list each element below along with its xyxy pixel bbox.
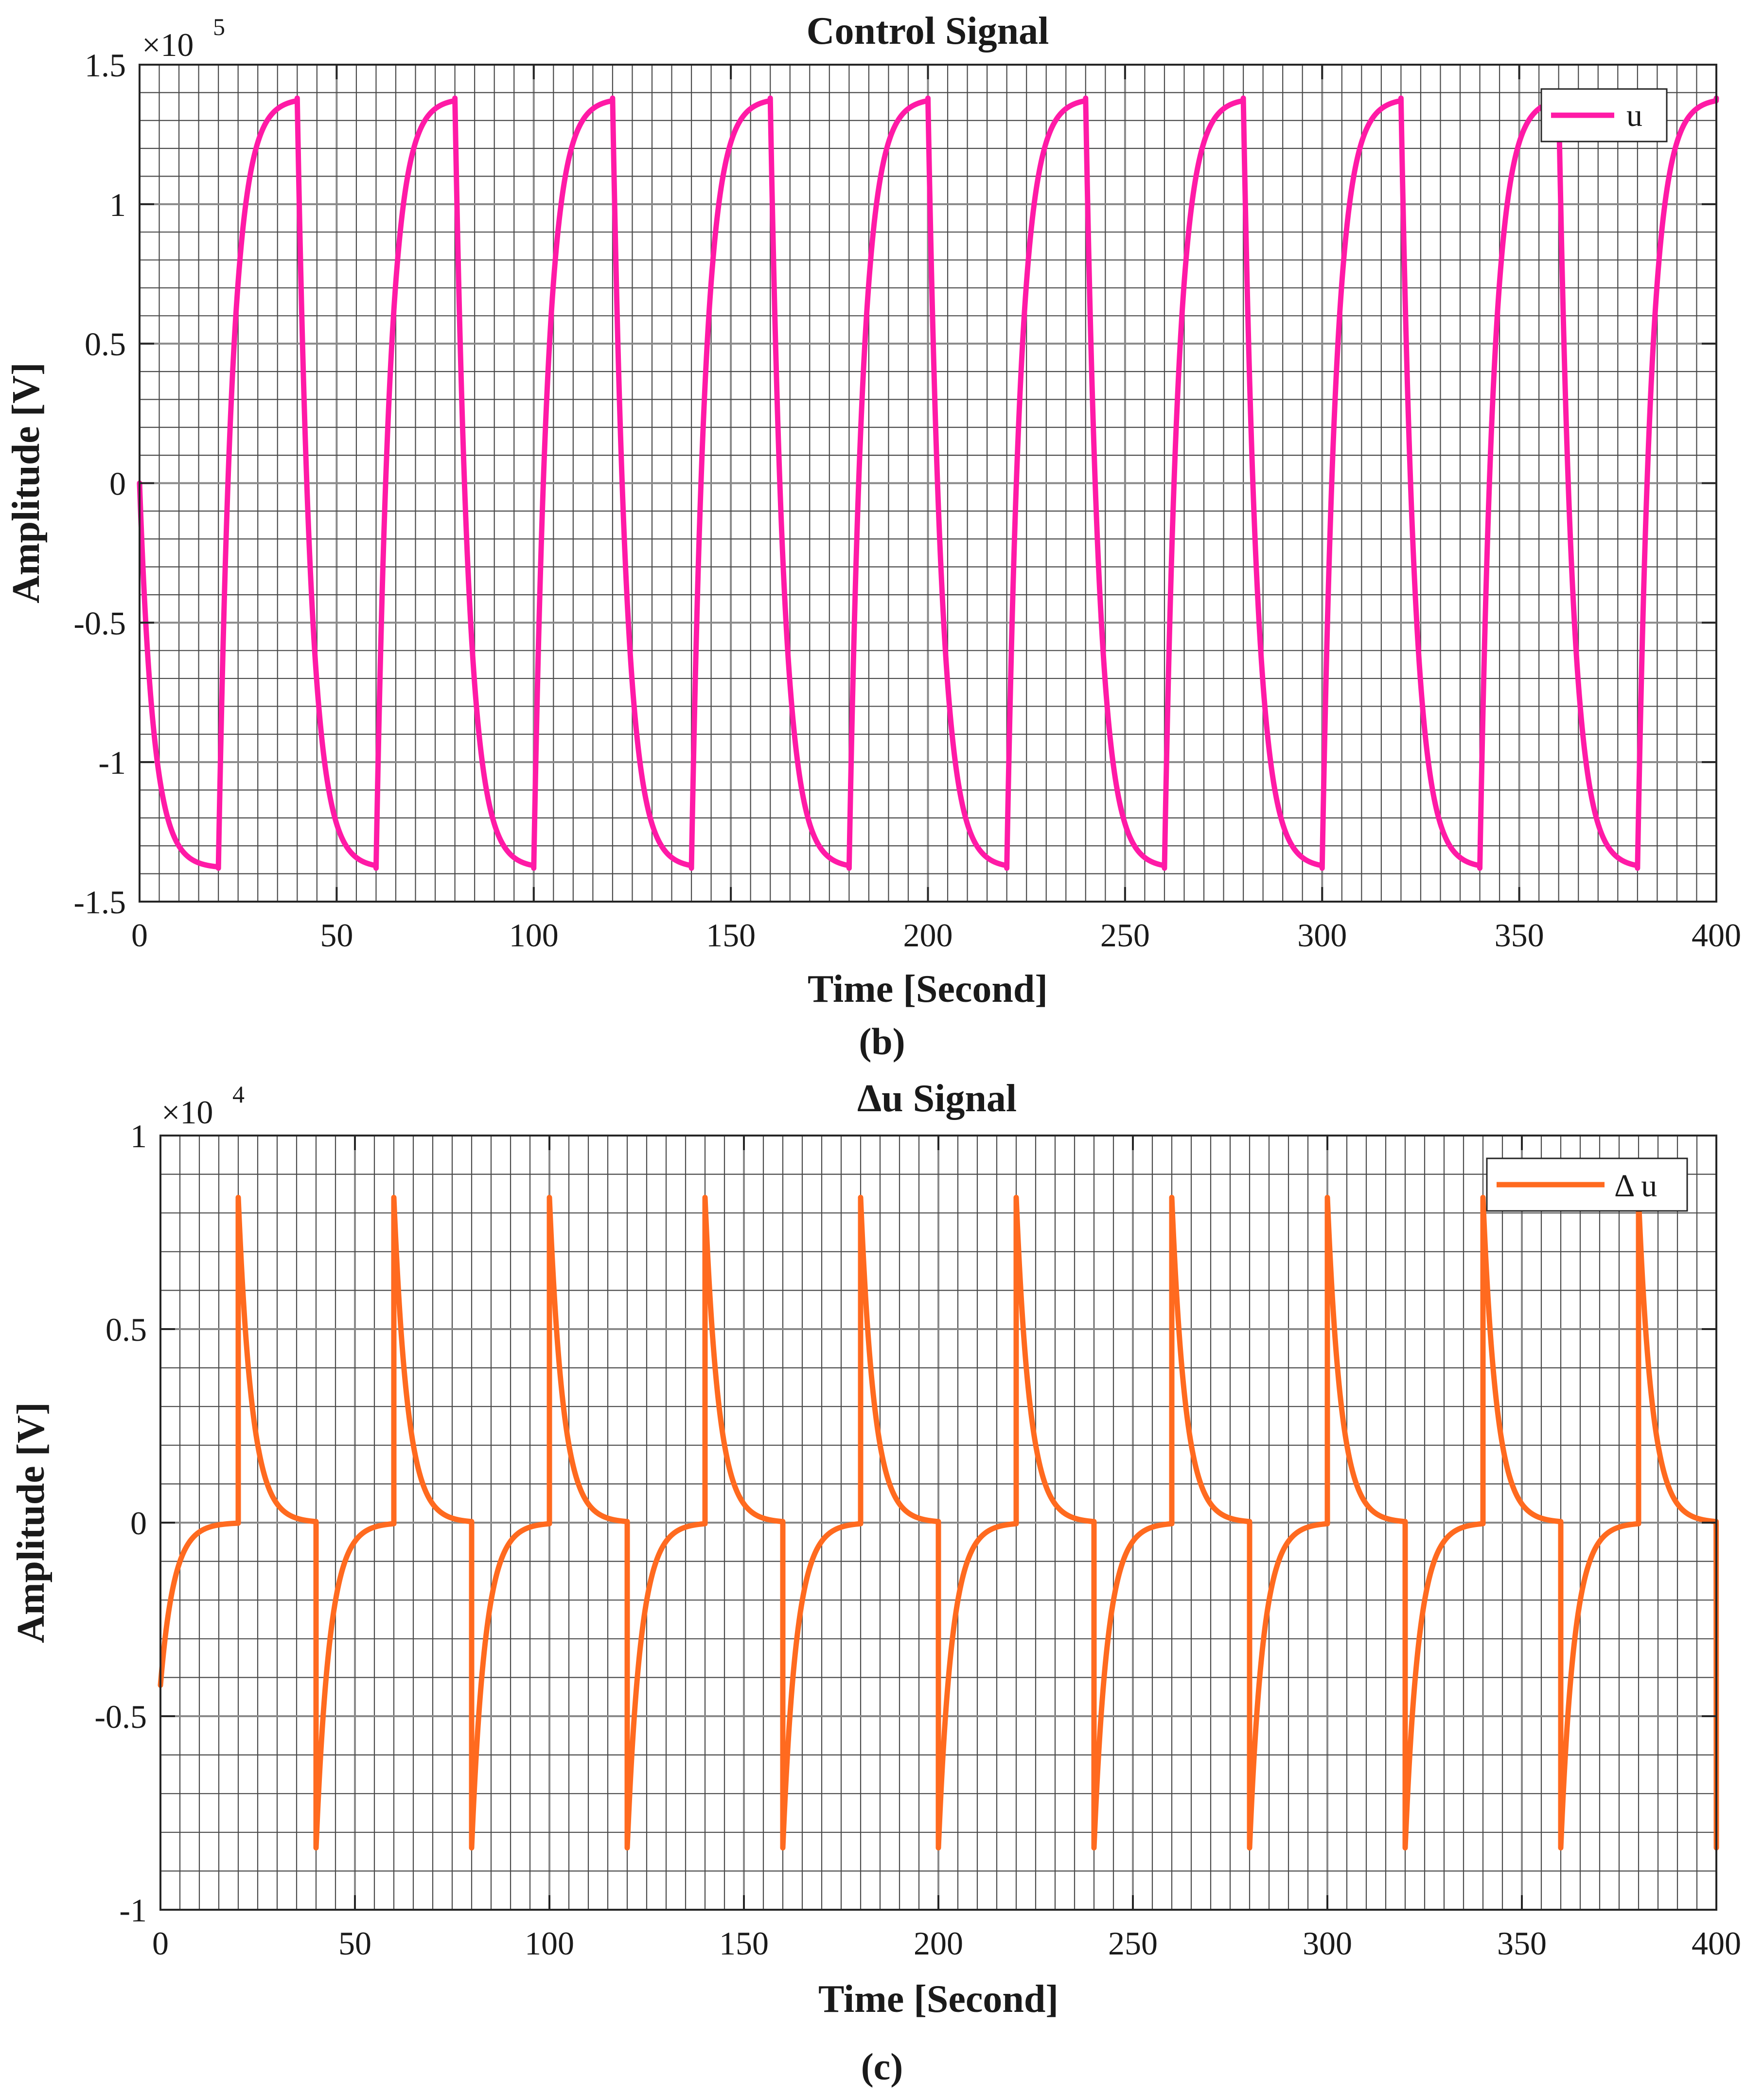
x-tick-label: 50: [320, 917, 353, 954]
y-tick-label: -0.5: [94, 1698, 147, 1735]
y-tick-label: 0.5: [106, 1311, 147, 1348]
tick-marks: [139, 64, 1717, 903]
x-tick-label: 50: [338, 1925, 371, 1962]
y-tick-label: 1: [109, 186, 126, 223]
x-tick-label: 400: [1692, 1925, 1741, 1962]
x-axis-label: Time [Second]: [818, 1978, 1058, 2021]
x-tick-label: 200: [914, 1925, 963, 1962]
y-tick-label: -0.5: [73, 604, 126, 641]
y-tick-labels: -1 -0.5 0 0.5 1: [94, 1118, 147, 1929]
legend: Δ u: [1486, 1157, 1688, 1212]
y-tick-label: 0: [109, 465, 126, 502]
panel-label: (b): [859, 1020, 905, 1063]
y-tick-label: -1.5: [73, 884, 126, 921]
y-tick-labels: -1.5 -1 -0.5 0 0.5 1 1.5: [73, 47, 126, 921]
series-delta-u-line: [158, 1194, 1719, 1851]
exponent-power: 4: [232, 1081, 245, 1108]
exponent-label: ×10 4: [161, 1081, 245, 1131]
y-tick-label: 0.5: [85, 326, 126, 363]
series-line: [158, 1194, 1719, 1851]
legend: u: [1540, 88, 1668, 142]
tick-marks: [159, 1135, 1717, 1911]
x-tick-label: 250: [1100, 917, 1150, 954]
y-axis-label: Amplitude [V]: [5, 362, 48, 604]
y-tick-label: -1: [119, 1892, 147, 1929]
x-tick-label: 350: [1497, 1925, 1547, 1962]
x-tick-label: 0: [152, 1925, 169, 1962]
delta-u-signal-chart: Δu Signal ×10 4 0 50 100 150 200 250 300 350 400…: [10, 1077, 1741, 2088]
exponent-base: ×10: [161, 1094, 213, 1131]
y-tick-label: 1.5: [85, 47, 126, 84]
chart-title: Control Signal: [807, 10, 1049, 53]
x-tick-label: 250: [1108, 1925, 1158, 1962]
exponent-base: ×10: [142, 26, 194, 63]
x-axis-label: Time [Second]: [808, 968, 1048, 1011]
x-tick-label: 150: [706, 917, 756, 954]
exponent-power: 5: [213, 13, 225, 40]
x-tick-label: 350: [1495, 917, 1544, 954]
x-tick-label: 400: [1692, 917, 1741, 954]
x-tick-label: 100: [525, 1925, 574, 1962]
x-tick-labels: 0 50 100 150 200 250 300 350 400: [131, 917, 1741, 954]
y-tick-label: 1: [130, 1118, 147, 1155]
panel-label: (c): [861, 2045, 903, 2088]
legend-entry-u: u: [1626, 98, 1642, 133]
x-tick-label: 300: [1303, 1925, 1352, 1962]
y-tick-label: 0: [130, 1505, 147, 1542]
legend-entry-delta-u: Δ u: [1614, 1168, 1657, 1204]
x-tick-label: 150: [719, 1925, 769, 1962]
x-tick-labels: 0 50 100 150 200 250 300 350 400: [152, 1925, 1741, 1962]
x-tick-label: 200: [903, 917, 953, 954]
x-tick-label: 300: [1297, 917, 1347, 954]
y-axis-label: Amplitude [V]: [10, 1402, 53, 1643]
series-line: [137, 95, 1719, 871]
chart-title: Δu Signal: [857, 1077, 1017, 1120]
control-signal-chart: Control Signal ×10 5 0 50 100 150 200 250 300 3…: [5, 10, 1741, 1063]
y-tick-label: -1: [98, 744, 126, 781]
x-tick-label: 100: [509, 917, 559, 954]
exponent-label: ×10 5: [142, 13, 225, 63]
x-tick-label: 0: [131, 917, 148, 954]
series-u-line: [137, 95, 1719, 871]
